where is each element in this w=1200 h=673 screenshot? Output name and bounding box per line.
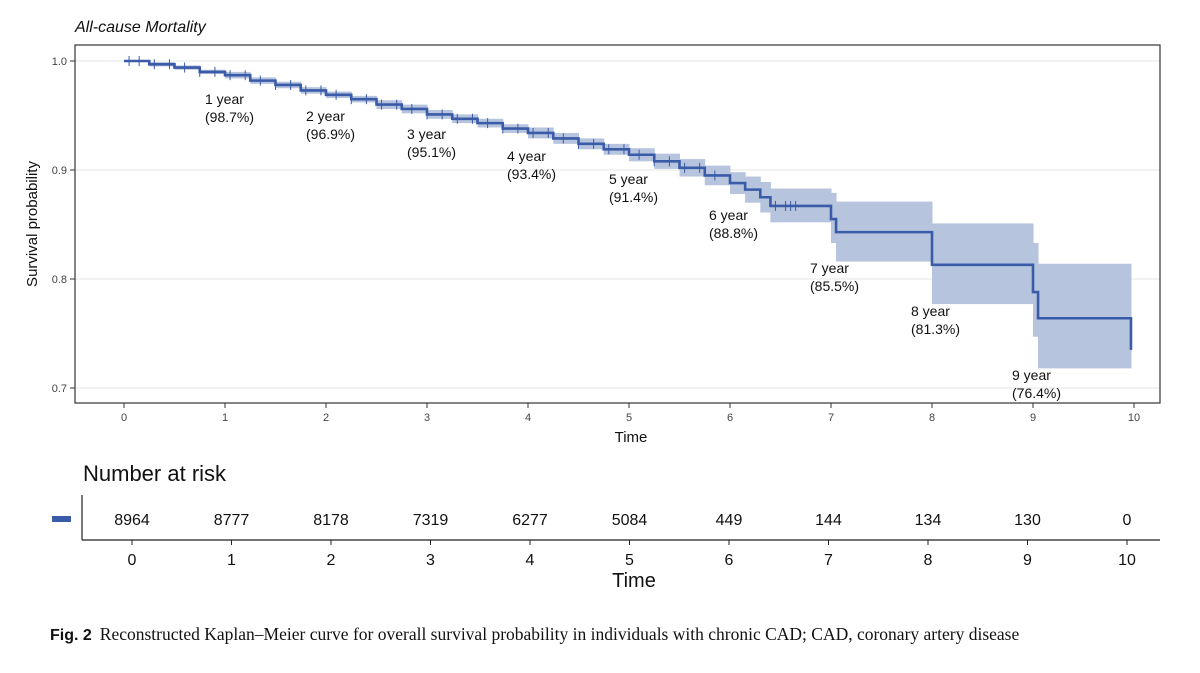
annotation-year: 7 year	[810, 260, 849, 276]
confidence-band-segment	[1033, 243, 1039, 337]
risk-x-tick-label: 6	[725, 552, 734, 569]
annotation-percent: (95.1%)	[407, 144, 456, 160]
annotation-year: 5 year	[609, 171, 648, 187]
risk-count: 8777	[214, 512, 250, 529]
x-tick-label: 3	[424, 412, 430, 424]
y-tick-label: 0.8	[52, 274, 67, 286]
annotation-year: 9 year	[1012, 367, 1051, 383]
risk-count: 130	[1014, 512, 1041, 529]
risk-table-title: Number at risk	[83, 461, 227, 486]
annotation-percent: (76.4%)	[1012, 385, 1061, 401]
annotation-percent: (85.5%)	[810, 278, 859, 294]
plot-border	[74, 44, 1161, 404]
risk-x-tick-label: 9	[1023, 552, 1032, 569]
survival-curve	[124, 59, 1133, 350]
risk-count: 0	[1123, 512, 1132, 529]
risk-count: 449	[716, 512, 743, 529]
risk-count: 5084	[612, 512, 648, 529]
risk-x-tick-label: 4	[526, 552, 535, 569]
x-tick-label: 9	[1030, 412, 1036, 424]
x-tick-label: 4	[525, 412, 531, 424]
y-axis-label: Survival probability	[24, 161, 41, 287]
confidence-band-segment	[1038, 263, 1132, 369]
annotation-year: 4 year	[507, 148, 546, 164]
risk-x-tick-label: 10	[1118, 552, 1136, 569]
risk-count: 6277	[512, 512, 548, 529]
risk-x-tick-label: 0	[128, 552, 137, 569]
risk-x-tick-label: 2	[327, 552, 336, 569]
risk-x-tick-label: 8	[924, 552, 933, 569]
annotation-percent: (88.8%)	[709, 225, 758, 241]
risk-x-axis-label: Time	[612, 570, 656, 592]
risk-count: 144	[815, 512, 842, 529]
x-tick-label: 5	[626, 412, 632, 424]
x-tick-label: 0	[121, 412, 127, 424]
annotation-percent: (81.3%)	[911, 321, 960, 337]
x-tick-label: 10	[1128, 412, 1140, 424]
annotation-percent: (98.7%)	[205, 109, 254, 125]
risk-count: 8964	[114, 512, 150, 529]
risk-x-tick-label: 1	[227, 552, 236, 569]
risk-x-tick-label: 7	[824, 552, 833, 569]
figure-caption: Fig. 2 Reconstructed Kaplan–Meier curve f…	[50, 624, 1019, 645]
figure-caption-text: Reconstructed Kaplan–Meier curve for ove…	[99, 624, 1020, 644]
figure-label: Fig. 2	[50, 627, 92, 644]
risk-strata-legend-icon	[52, 516, 71, 522]
x-tick-label: 8	[929, 412, 935, 424]
x-tick-label: 2	[323, 412, 329, 424]
annotation-percent: (96.9%)	[306, 126, 355, 142]
y-tick-label: 0.7	[52, 383, 67, 395]
annotation-year: 8 year	[911, 303, 950, 319]
x-axis-label: Time	[615, 429, 648, 446]
risk-count: 7319	[413, 512, 449, 529]
x-tick-label: 1	[222, 412, 228, 424]
risk-x-tick-label: 3	[426, 552, 435, 569]
annotation-year: 2 year	[306, 108, 345, 124]
annotation-year: 6 year	[709, 207, 748, 223]
y-tick-label: 1.0	[52, 56, 67, 68]
annotation-year: 1 year	[205, 91, 244, 107]
x-tick-label: 7	[828, 412, 834, 424]
annotation-year: 3 year	[407, 126, 446, 142]
y-tick-label: 0.9	[52, 165, 67, 177]
risk-count: 134	[915, 512, 942, 529]
risk-x-tick-label: 5	[625, 552, 634, 569]
risk-count: 8178	[313, 512, 349, 529]
x-tick-label: 6	[727, 412, 733, 424]
chart-title: All-cause Mortality	[74, 19, 207, 36]
annotation-percent: (93.4%)	[507, 166, 556, 182]
annotation-percent: (91.4%)	[609, 189, 658, 205]
